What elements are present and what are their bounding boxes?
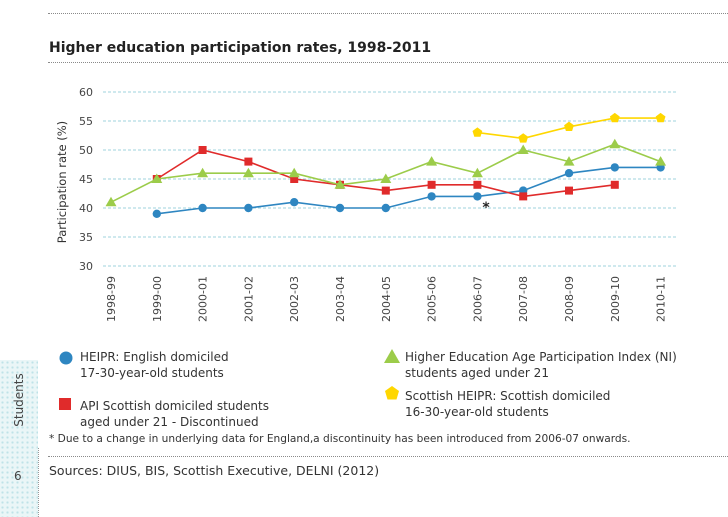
legend-marker-api-scotland [59, 398, 71, 410]
data-point-ni_api [517, 144, 529, 154]
x-tick-label: 2008-09 [563, 276, 576, 322]
data-point-ni_api [609, 138, 621, 149]
x-tick-label: 2001-02 [242, 276, 255, 322]
series-line-heipr_england [156, 166, 661, 215]
data-point-api_scotland [610, 180, 619, 189]
top-dotted-rule [48, 13, 728, 14]
x-tick-label: 1998-99 [105, 276, 118, 322]
data-point-heipr_england [290, 198, 299, 207]
series-heipr_england [152, 163, 665, 218]
data-point-api_scotland [519, 192, 528, 201]
discontinuity-asterisk: * [482, 200, 490, 216]
y-tick-label: 40 [79, 202, 93, 215]
line-chart: 30 35 40 45 50 55 60 1998-99 1999-00 2000-01 2001… [55, 86, 677, 322]
data-point-ni_api [563, 156, 575, 166]
data-point-ni_api [380, 173, 392, 183]
x-tick-label: 2004-05 [380, 276, 393, 322]
y-tick-label: 60 [79, 86, 93, 99]
sources-dotted-rule [48, 456, 728, 457]
legend-marker-heipr-england [59, 351, 73, 365]
side-strip [0, 360, 38, 517]
data-point-ni_api [334, 179, 346, 189]
y-tick-label: 45 [79, 173, 93, 186]
y-tick-label: 55 [79, 115, 93, 128]
data-point-heipr_scotland [564, 121, 574, 131]
data-point-ni_api [288, 167, 300, 178]
data-point-heipr_scotland [472, 127, 483, 137]
data-point-heipr_england [335, 203, 345, 213]
footnote: * Due to a change in underlying data for… [49, 433, 631, 445]
section-label: Students [12, 373, 26, 427]
series-ni_api [105, 138, 667, 207]
x-tick-label: 2009-10 [609, 276, 622, 322]
data-point-api_scotland [427, 180, 436, 189]
x-tick-label: 2000-01 [197, 276, 210, 322]
y-axis-label: Participation rate (%) [55, 121, 69, 243]
data-point-ni_api [105, 196, 117, 207]
page-number: 6 [14, 469, 22, 483]
data-point-ni_api [151, 173, 163, 183]
data-point-ni_api [197, 167, 209, 178]
x-tick-label: 1999-00 [151, 276, 164, 322]
legend-api-scotland: API Scottish domiciled students aged und… [80, 399, 269, 429]
legend-heipr-scotland: Scottish HEIPR: Scottish domiciled 16-30… [405, 389, 611, 419]
data-point-api_scotland [473, 180, 482, 189]
data-point-ni_api [655, 156, 667, 166]
gridlines [103, 91, 677, 267]
data-point-api_scotland [565, 186, 573, 195]
data-point-api_scotland [198, 146, 207, 154]
data-point-heipr_england [564, 169, 574, 178]
x-tick-label: 2006-07 [471, 276, 484, 322]
data-point-heipr_scotland [655, 112, 666, 123]
data-point-heipr_england [381, 203, 390, 213]
y-tick-label: 30 [79, 260, 93, 273]
data-series [105, 112, 667, 218]
data-point-heipr_england [427, 192, 436, 201]
y-tick-label: 35 [79, 231, 93, 244]
data-point-heipr_england [610, 163, 619, 172]
x-axis-ticks: 1998-99 1999-00 2000-01 2001-02 2002-03 2003-… [105, 276, 668, 322]
data-point-api_scotland [244, 157, 253, 166]
data-point-heipr_england [244, 203, 253, 213]
y-tick-label: 50 [79, 144, 93, 157]
legend-marker-ni-api [384, 349, 400, 363]
legend-ni-api: Higher Education Age Participation Index… [405, 350, 677, 380]
data-point-ni_api [426, 156, 438, 166]
sources: Sources: DIUS, BIS, Scottish Executive, … [49, 463, 380, 478]
data-point-heipr_scotland [518, 133, 529, 143]
x-tick-label: 2005-06 [426, 276, 439, 322]
side-divider [38, 448, 39, 517]
data-point-heipr_scotland [609, 112, 620, 123]
data-point-heipr_england [152, 209, 161, 218]
data-point-heipr_england [198, 203, 207, 213]
legend-heipr-england: HEIPR: English domiciled 17-30-year-old … [80, 350, 229, 380]
x-tick-label: 2010-11 [655, 276, 668, 322]
y-axis-ticks: 30 35 40 45 50 55 60 [79, 86, 93, 273]
legend-marker-heipr-scotland [385, 386, 399, 400]
chart-title: Higher education participation rates, 19… [49, 40, 432, 56]
title-dotted-rule [48, 62, 728, 63]
x-tick-label: 2007-08 [517, 276, 530, 322]
data-point-ni_api [242, 167, 254, 178]
data-point-api_scotland [290, 175, 299, 183]
data-point-heipr_england [473, 192, 482, 201]
x-tick-label: 2002-03 [288, 276, 301, 322]
annotations: * [482, 200, 490, 216]
data-point-ni_api [471, 167, 483, 178]
x-tick-label: 2003-04 [334, 276, 347, 322]
data-point-api_scotland [381, 186, 390, 195]
series-heipr_scotland [472, 112, 666, 143]
